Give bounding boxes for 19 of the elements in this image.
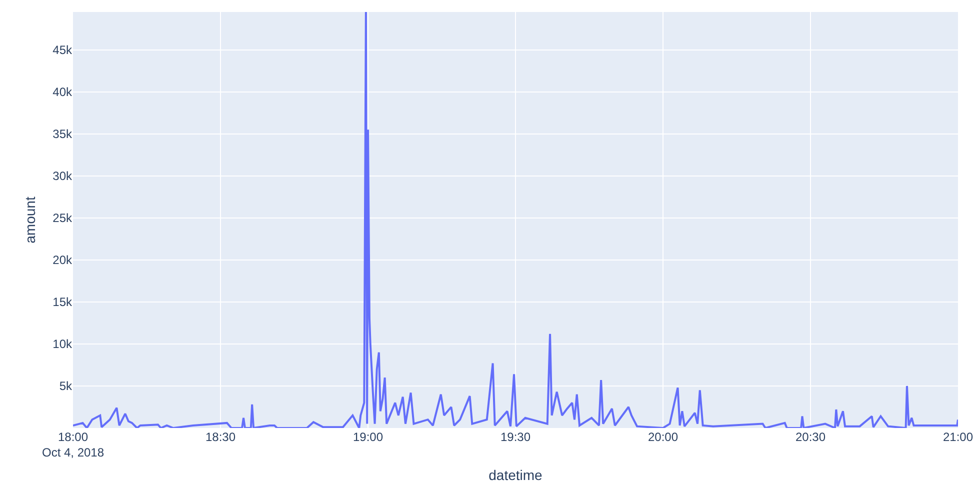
x-axis-title: datetime bbox=[488, 467, 543, 483]
y-tick-label: 20k bbox=[52, 253, 73, 268]
line-series bbox=[73, 12, 958, 428]
y-tick-label: 35k bbox=[52, 127, 73, 142]
y-tick-label: 30k bbox=[52, 169, 73, 184]
x-tick-label: 18:30 bbox=[205, 430, 236, 444]
y-tick-label: 5k bbox=[59, 379, 73, 394]
x-tick-label: 19:30 bbox=[500, 430, 531, 444]
y-tick-label: 45k bbox=[52, 43, 73, 58]
y-axis-title: amount bbox=[22, 196, 38, 244]
x-tick-label: 21:00 bbox=[942, 430, 974, 444]
x-tick-label: 19:00 bbox=[352, 430, 384, 444]
y-tick-label: 15k bbox=[52, 295, 73, 310]
x-tick-label: 20:00 bbox=[648, 430, 678, 444]
x-tick-label: 20:30 bbox=[795, 430, 826, 444]
x-tick-label: 18:00 Oct 4, 2018 bbox=[42, 430, 104, 460]
y-tick-label: 10k bbox=[52, 337, 73, 352]
y-tick-label: 40k bbox=[52, 85, 73, 100]
y-tick-label: 25k bbox=[52, 211, 73, 226]
